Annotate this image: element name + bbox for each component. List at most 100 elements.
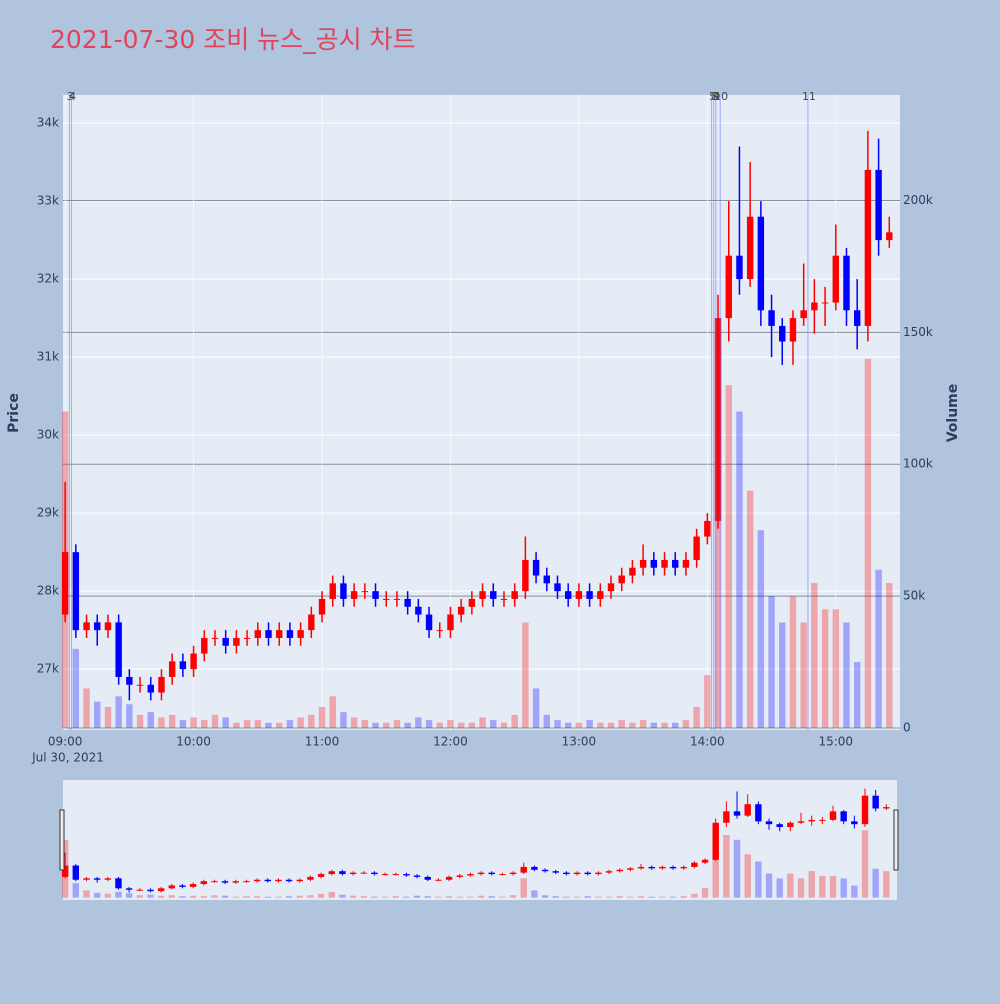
volume-bar [490, 720, 497, 728]
slider-candle-body [115, 878, 122, 889]
slider-candle-body [744, 804, 751, 816]
slider-volume-bar [392, 896, 399, 898]
slider-candle-body [851, 821, 858, 825]
slider-volume-bar [179, 896, 186, 898]
slider-candle-body [509, 872, 517, 875]
candle-body [853, 310, 861, 326]
candle-body [147, 684, 154, 693]
candle-body [704, 520, 711, 537]
candle-body [372, 591, 379, 599]
volume-bar [607, 722, 615, 728]
candle-body [736, 255, 743, 280]
slider-candle-body [211, 881, 218, 883]
slider-volume-bar [296, 895, 303, 898]
slider-volume-bar [637, 896, 645, 898]
candle-body [479, 591, 486, 599]
candle-body [672, 559, 679, 568]
volume-bar [811, 582, 818, 728]
range-slider[interactable] [63, 780, 897, 900]
y2-tick-label: 100k [903, 457, 933, 471]
slider-volume-bar [755, 861, 762, 898]
slider-volume-bar [275, 896, 282, 898]
slider-candle-body [883, 807, 890, 809]
chart-title: 2021-07-30 조비 뉴스_공시 차트 [50, 25, 416, 54]
candle-body [233, 637, 240, 646]
candle-body [821, 302, 829, 304]
slider-candle-body [541, 869, 549, 872]
slider-volume-bar [253, 896, 261, 898]
volume-bar [746, 490, 754, 728]
slider-candle-body [275, 879, 282, 882]
slider-candle-body [861, 795, 869, 825]
slider-volume-bar [787, 873, 794, 898]
slider-volume-bar [477, 895, 485, 898]
slider-volume-bar [413, 895, 421, 898]
slider-volume-bar [371, 896, 378, 898]
volume-bar [201, 720, 208, 728]
volume-bar [222, 717, 229, 728]
x-tick-label: 09:00 [48, 735, 83, 749]
volume-bar [672, 722, 679, 728]
slider-volume-bar [573, 896, 581, 898]
volume-bar [832, 609, 839, 728]
candle-body [800, 310, 807, 319]
candle-body [629, 567, 636, 576]
x-date-label: Jul 30, 2021 [31, 751, 104, 765]
slider-volume-bar [424, 896, 431, 898]
volume-bar [575, 722, 583, 728]
candle-body [436, 630, 443, 632]
candle-body [639, 559, 647, 568]
slider-candle-body [456, 875, 463, 877]
volume-bar [800, 622, 807, 728]
slider-candle-body [723, 811, 730, 823]
candle-body [94, 622, 101, 631]
slider-volume-bar [339, 894, 346, 898]
slider-volume-bar [648, 896, 655, 898]
candle-body [543, 575, 551, 584]
volume-bar [543, 714, 551, 728]
volume-bar [340, 712, 347, 728]
slider-volume-bar [285, 896, 293, 898]
volume-bar [308, 714, 315, 728]
candle-body [832, 255, 839, 303]
slider-candle-body [179, 885, 186, 887]
candle-body [746, 216, 754, 280]
candle-body [254, 630, 262, 638]
volume-bar [629, 722, 636, 728]
volume-bar [779, 622, 786, 728]
slider-volume-bar [733, 839, 741, 898]
volume-bar [372, 722, 379, 728]
candle-body [447, 614, 454, 631]
volume-bar [736, 411, 743, 728]
candle-body [682, 559, 690, 568]
slider-candle-body [371, 872, 378, 875]
slider-volume-bar [872, 868, 879, 898]
slider-volume-bar [189, 895, 197, 898]
candle-body [511, 591, 518, 599]
volume-bar [511, 714, 518, 728]
volume-bar [564, 722, 572, 728]
slider-candle-body [499, 874, 506, 876]
slider-candle-body [680, 866, 687, 869]
volume-bar [853, 662, 861, 728]
volume-bar [597, 722, 604, 728]
slider-candle-body [637, 866, 645, 869]
candle-body [789, 318, 797, 342]
slider-volume-bar [168, 895, 175, 898]
slider-candle-body [435, 879, 442, 881]
candle-body [211, 637, 219, 639]
slider-volume-bar [307, 895, 314, 898]
candle-body [875, 169, 882, 241]
slider-volume-bar [627, 896, 634, 898]
slider-handle[interactable] [893, 809, 899, 871]
volume-bar [618, 720, 625, 728]
slider-handle[interactable] [59, 809, 65, 871]
volume-bar [725, 385, 732, 728]
volume-bar [639, 720, 647, 728]
volume-bar [104, 706, 112, 728]
volume-bar [457, 722, 465, 728]
volume-bar [233, 722, 240, 728]
y2-tick-label: 0 [903, 720, 911, 734]
slider-volume-bar [776, 878, 783, 898]
volume-bar [72, 648, 80, 728]
